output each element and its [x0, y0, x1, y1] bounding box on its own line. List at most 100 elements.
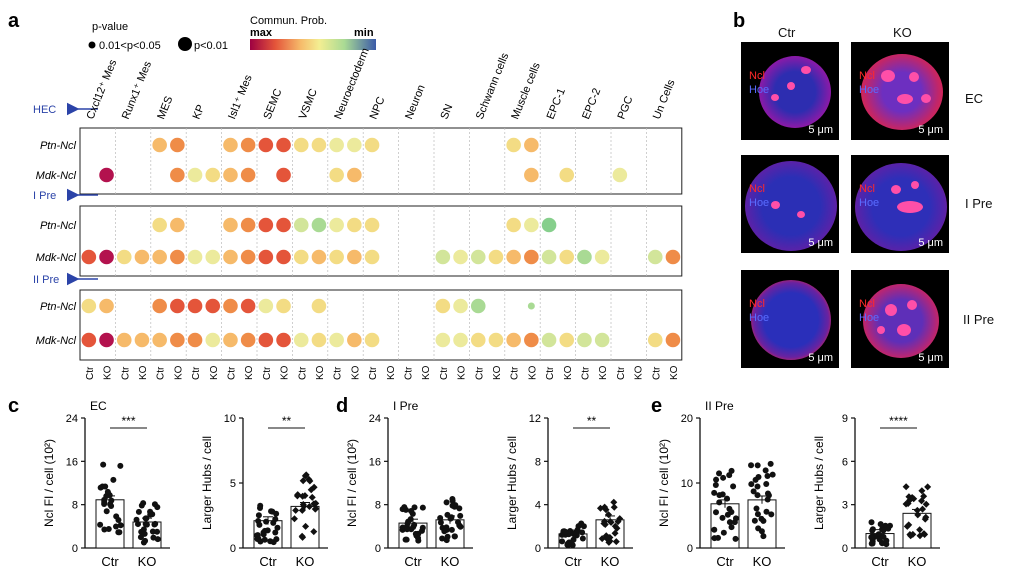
bar	[747, 499, 777, 549]
stain-label-red: Ncl	[859, 70, 875, 82]
pair-label: Mdk-Ncl	[36, 170, 77, 182]
bubble-point	[134, 332, 150, 348]
data-point	[268, 508, 275, 515]
bubble-chart: Ptn-Ncl Mdk-Ncl Ptn-Ncl Mdk-Ncl Ptn-Ncl Mdk-N…	[33, 46, 683, 380]
data-point	[728, 524, 735, 531]
bubble-point	[99, 298, 114, 314]
condition-label: Ctr	[333, 366, 344, 380]
scale-bar-label: 5 μm	[808, 352, 833, 364]
data-point	[712, 482, 719, 489]
celltype-label: SN	[439, 102, 456, 121]
y-tick-label: 24	[66, 413, 78, 425]
data-point	[919, 505, 927, 513]
bubble-point	[347, 332, 362, 348]
data-point	[113, 523, 120, 530]
data-point	[711, 535, 718, 542]
x-category-label: KO	[908, 554, 927, 569]
bubble-point	[223, 217, 238, 233]
bubble-point	[347, 217, 362, 233]
data-point	[760, 533, 767, 540]
data-point	[138, 502, 145, 509]
data-point	[606, 537, 614, 545]
bubble-point	[205, 332, 221, 348]
micro-row-ec: EC	[965, 91, 984, 106]
bubble-point	[258, 217, 274, 233]
y-tick-label: 5	[230, 478, 236, 490]
pair-label: Ptn-Ncl	[40, 220, 77, 232]
bubble-point	[347, 167, 362, 183]
data-point	[922, 513, 930, 521]
pvalue-large-label: p<0.01	[194, 40, 228, 52]
condition-label: KO	[634, 365, 645, 380]
data-point	[411, 521, 418, 528]
bubble-point	[152, 298, 167, 314]
bubble-point	[470, 298, 486, 314]
y-tick-label: 8	[375, 500, 381, 512]
condition-label: Ctr	[580, 366, 591, 380]
data-point	[274, 524, 281, 531]
bubble-point	[293, 249, 309, 265]
pair-label: Mdk-Ncl	[36, 335, 77, 347]
micrograph-iipre-ko: Ncl Hoe 5 μm	[851, 270, 949, 368]
data-point	[922, 500, 930, 508]
data-point	[762, 467, 769, 474]
data-point	[562, 528, 569, 535]
celltype-label: Runx1⁺ Mes	[120, 59, 154, 121]
significance-marker: **	[282, 414, 292, 428]
bubble-point	[506, 137, 521, 153]
data-point	[570, 530, 577, 537]
bubble-point	[187, 249, 203, 265]
bubble-point	[311, 217, 327, 233]
stage-box	[79, 289, 683, 361]
data-point	[305, 503, 313, 511]
bubble-point	[435, 249, 451, 265]
y-tick-label: 4	[535, 500, 541, 512]
y-tick-label: 20	[681, 413, 693, 425]
celltype-label: Isl1⁺ Mes	[226, 73, 255, 121]
stage-box	[79, 127, 683, 195]
data-point	[455, 519, 462, 526]
data-point	[765, 492, 772, 499]
stain-label-blue: Hoe	[859, 84, 880, 96]
bubble-point	[134, 249, 150, 265]
bubble-point	[152, 217, 167, 233]
data-point	[142, 521, 149, 528]
data-point	[306, 477, 314, 485]
data-point	[910, 495, 918, 503]
bubble-point	[187, 332, 203, 348]
data-point	[103, 508, 110, 515]
significance-marker: **	[587, 414, 597, 428]
data-point	[916, 526, 924, 534]
bubble-point	[453, 298, 468, 314]
stage-title: EC	[90, 399, 107, 413]
bubble-point	[364, 137, 380, 153]
stage-title: II Pre	[705, 399, 734, 413]
y-axis-label: Ncl FI / cell (10²)	[657, 439, 671, 527]
data-point	[730, 483, 737, 490]
bubble-point	[258, 298, 274, 314]
celltype-label: SEMC	[262, 87, 285, 121]
data-point	[602, 506, 610, 514]
prob-max-label: max	[250, 27, 273, 39]
pvalue-large-dot	[178, 37, 192, 51]
bubble-point	[524, 249, 539, 265]
data-point	[308, 493, 316, 501]
data-point	[290, 515, 298, 523]
bubble-point	[170, 167, 185, 183]
data-point	[920, 492, 928, 500]
bubble-point	[81, 249, 97, 265]
data-point	[412, 530, 419, 537]
micro-col-ko: KO	[893, 25, 912, 40]
data-point	[444, 511, 451, 518]
bubble-point	[240, 137, 256, 153]
bubble-point	[506, 332, 521, 348]
data-point	[754, 492, 761, 499]
data-point	[719, 491, 726, 498]
data-point	[753, 505, 760, 512]
condition-label: Ctr	[545, 366, 556, 380]
data-point	[754, 511, 761, 518]
data-point	[716, 499, 723, 506]
bubble-point	[293, 217, 309, 233]
data-point	[726, 472, 733, 479]
data-point	[764, 473, 771, 480]
